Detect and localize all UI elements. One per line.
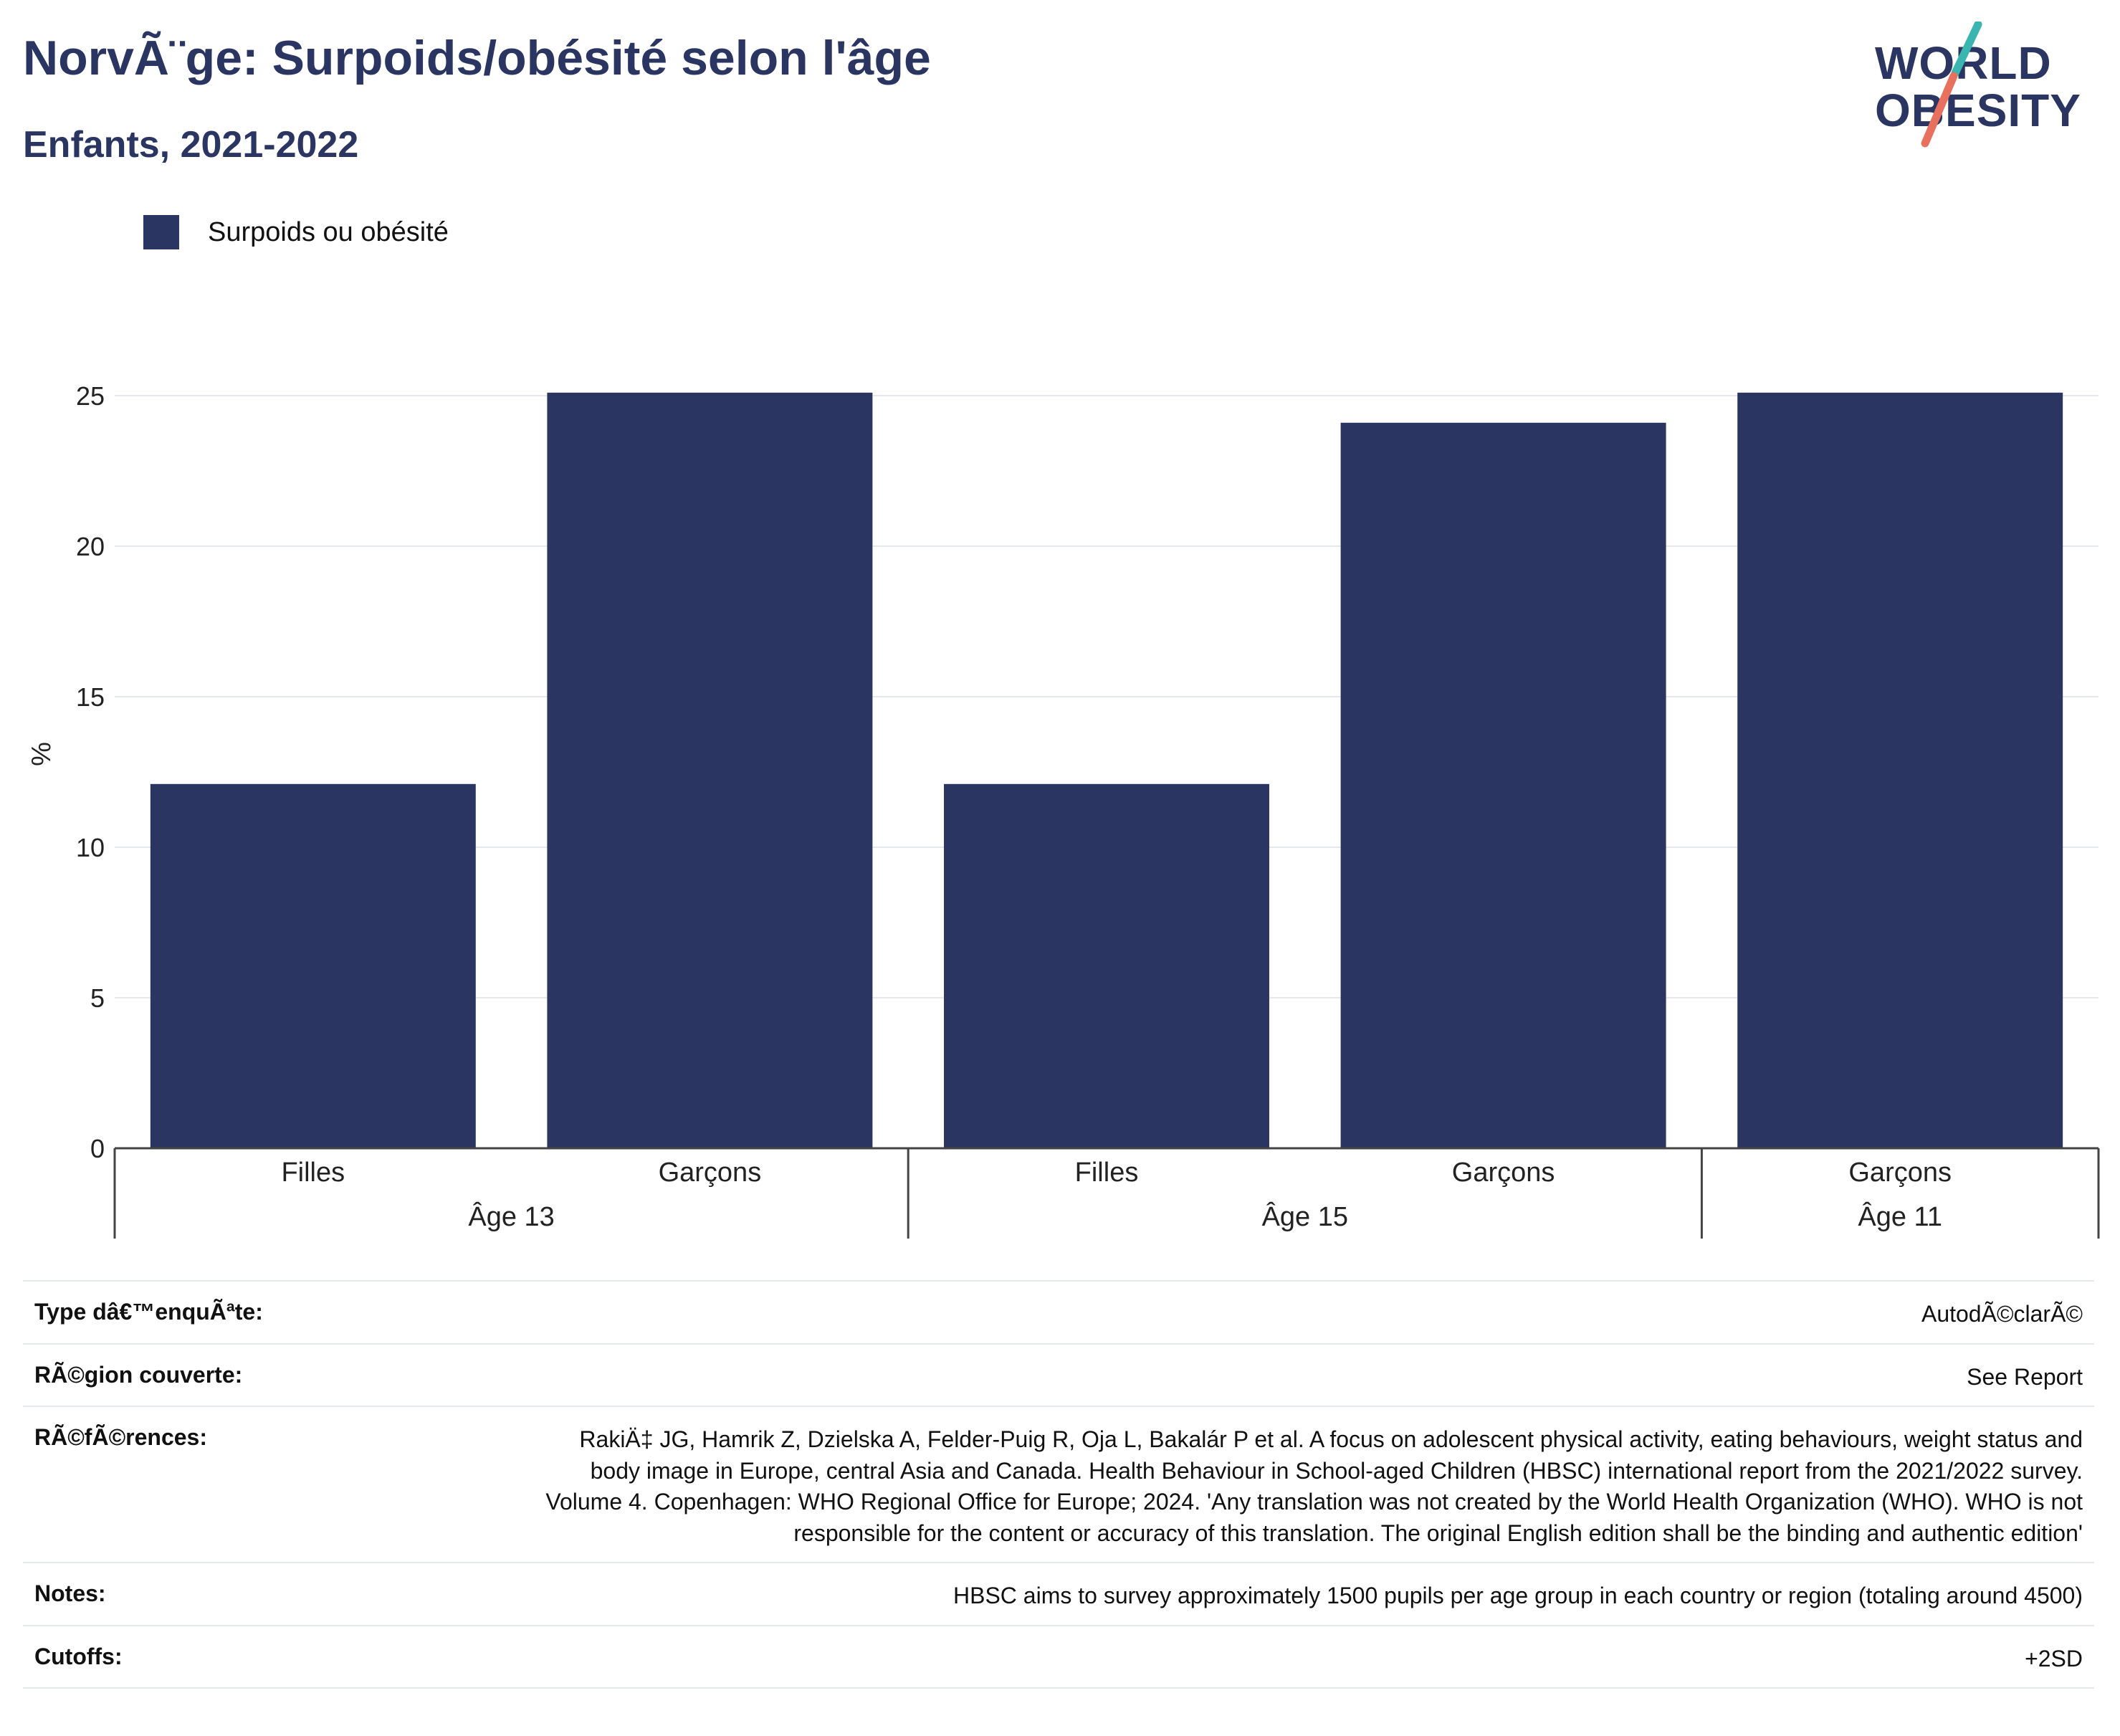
info-value: AutodÃ©clarÃ© — [1921, 1301, 2083, 1327]
y-tick-label: 15 — [76, 682, 105, 712]
bar — [1737, 392, 2063, 1148]
info-row: Cutoffs: +2SD — [23, 1624, 2094, 1689]
bar — [1340, 422, 1666, 1148]
info-row: RÃ©gion couverte: See Report — [23, 1342, 2094, 1406]
x-category-label: Filles — [281, 1158, 345, 1188]
x-category-label: Filles — [1075, 1158, 1139, 1188]
bar — [150, 783, 476, 1148]
info-value: +2SD — [2025, 1645, 2083, 1671]
info-row: RÃ©fÃ©rences: RakiÄ‡ JG, Hamrik Z, Dziels… — [23, 1406, 2094, 1562]
y-tick-label: 0 — [90, 1134, 105, 1163]
x-category-label: Garçons — [1848, 1158, 1952, 1188]
info-row: Type dâ€™enquÃªte: AutodÃ©clarÃ© — [23, 1280, 2094, 1343]
y-tick-label: 10 — [76, 833, 105, 862]
info-label: RÃ©fÃ©rences: — [34, 1424, 207, 1451]
x-group-label: Âge 11 — [1858, 1201, 1942, 1232]
x-category-label: Garçons — [659, 1158, 762, 1188]
chart-title: NorvÃ¨ge: Surpoids/obésité selon l'âge — [23, 31, 931, 85]
y-tick-label: 5 — [90, 983, 105, 1013]
info-label: Type dâ€™enquÃªte: — [34, 1299, 263, 1325]
legend-swatch — [143, 215, 179, 249]
chart-legend: Surpoids ou obésité — [143, 215, 449, 249]
y-tick-label: 20 — [76, 532, 105, 561]
logo-line2: OBESITY — [1875, 85, 2081, 136]
y-axis-label: % — [27, 742, 57, 766]
info-table: Type dâ€™enquÃªte: AutodÃ©clarÃ© RÃ©gion c… — [23, 1280, 2094, 1689]
logo-slash-icon — [1921, 22, 1982, 148]
info-value: RakiÄ‡ JG, Hamrik Z, Dzielska A, Felder-… — [545, 1426, 2083, 1546]
x-group-label: Âge 13 — [468, 1201, 554, 1232]
world-obesity-logo: WORLD OBESITY — [1863, 22, 2107, 151]
bar — [944, 783, 1269, 1148]
chart-subtitle: Enfants, 2021-2022 — [23, 124, 359, 166]
info-value: See Report — [1967, 1363, 2083, 1390]
info-label: Notes: — [34, 1580, 106, 1607]
y-tick-label: 25 — [76, 381, 105, 411]
legend-label: Surpoids ou obésité — [208, 216, 449, 247]
bar — [547, 392, 873, 1148]
x-category-label: Garçons — [1452, 1158, 1555, 1188]
info-value: HBSC aims to survey approximately 1500 p… — [953, 1583, 2083, 1609]
bar-chart: 0 5 10 15 20 25% Filles Garçons Âge 13 Filles Garç… — [27, 381, 2100, 1239]
info-label: Cutoffs: — [34, 1643, 123, 1669]
info-label: RÃ©gion couverte: — [34, 1361, 243, 1388]
x-group-label: Âge 15 — [1262, 1201, 1348, 1232]
info-row: Notes: HBSC aims to survey approximately … — [23, 1562, 2094, 1625]
